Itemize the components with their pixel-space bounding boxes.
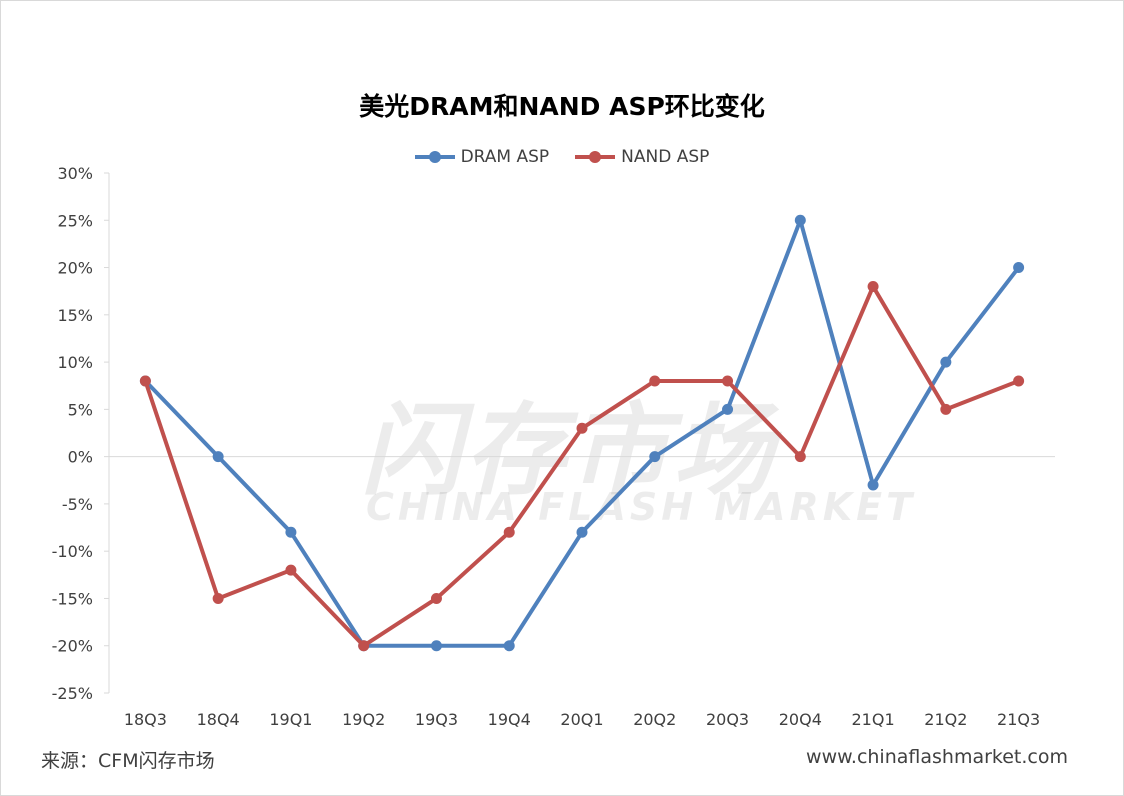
data-point-dram [285,526,297,538]
y-tick-label: -10% [52,542,93,561]
legend: DRAM ASP NAND ASP [1,147,1123,167]
data-point-nand [794,451,806,463]
x-tick-label: 21Q3 [997,710,1040,729]
chart-title: 美光DRAM和NAND ASP环比变化 [359,92,765,121]
y-tick-label: -25% [52,684,93,703]
y-tick-label: 30% [57,164,93,183]
data-point-dram [867,479,879,491]
legend-label-nand: NAND ASP [621,147,710,167]
watermark-en: CHINA FLASH MARKET [366,485,917,529]
series-line-nand [143,284,1021,648]
data-point-nand [212,592,224,604]
data-point-nand [139,375,151,387]
data-point-nand [649,375,661,387]
data-point-dram [1013,262,1025,274]
x-tick-label: 21Q2 [924,710,967,729]
data-point-nand [503,526,515,538]
data-point-dram [794,214,806,226]
data-point-nand [722,375,734,387]
x-tick-label: 19Q4 [488,710,531,729]
x-tick-label: 20Q3 [706,710,749,729]
x-tick-label: 20Q2 [633,710,676,729]
y-tick-label: -20% [52,637,93,656]
legend-item-nand: NAND ASP [575,147,709,167]
data-point-dram [722,403,734,415]
data-point-dram [503,640,515,652]
y-tick-label: 10% [57,353,93,372]
data-point-dram [430,640,442,652]
x-tick-label: 19Q3 [415,710,458,729]
y-tick-label: -15% [52,589,93,608]
x-tick-label: 21Q1 [852,710,895,729]
data-point-dram [649,451,661,463]
x-tick-label: 19Q2 [342,710,385,729]
x-tick-label: 19Q1 [269,710,312,729]
legend-label-dram: DRAM ASP [460,147,550,167]
source-note: 来源：CFM闪存市场 [41,750,215,772]
x-tick-label: 20Q4 [779,710,822,729]
data-point-dram [940,356,952,368]
data-point-dram [212,451,224,463]
data-point-nand [867,280,879,292]
y-tick-label: 15% [57,306,93,325]
data-point-dram [576,526,588,538]
data-point-nand [285,564,297,576]
y-tick-label: 5% [68,400,93,419]
legend-marker-dram [414,150,455,164]
legend-marker-nand [575,150,616,164]
x-tick-label: 18Q4 [197,710,240,729]
y-tick-label: -5% [62,495,93,514]
data-point-nand [576,422,588,434]
data-point-nand [358,640,370,652]
x-tick-label: 18Q3 [124,710,167,729]
y-tick-label: 20% [57,259,93,278]
legend-item-dram: DRAM ASP [414,147,550,167]
data-point-nand [1013,375,1025,387]
x-tick-label: 20Q1 [560,710,603,729]
data-point-nand [940,403,952,415]
website-note: www.chinaflashmarket.com [806,746,1068,768]
data-point-nand [430,592,442,604]
y-tick-label: 0% [68,448,93,467]
y-tick-label: 25% [57,211,93,230]
